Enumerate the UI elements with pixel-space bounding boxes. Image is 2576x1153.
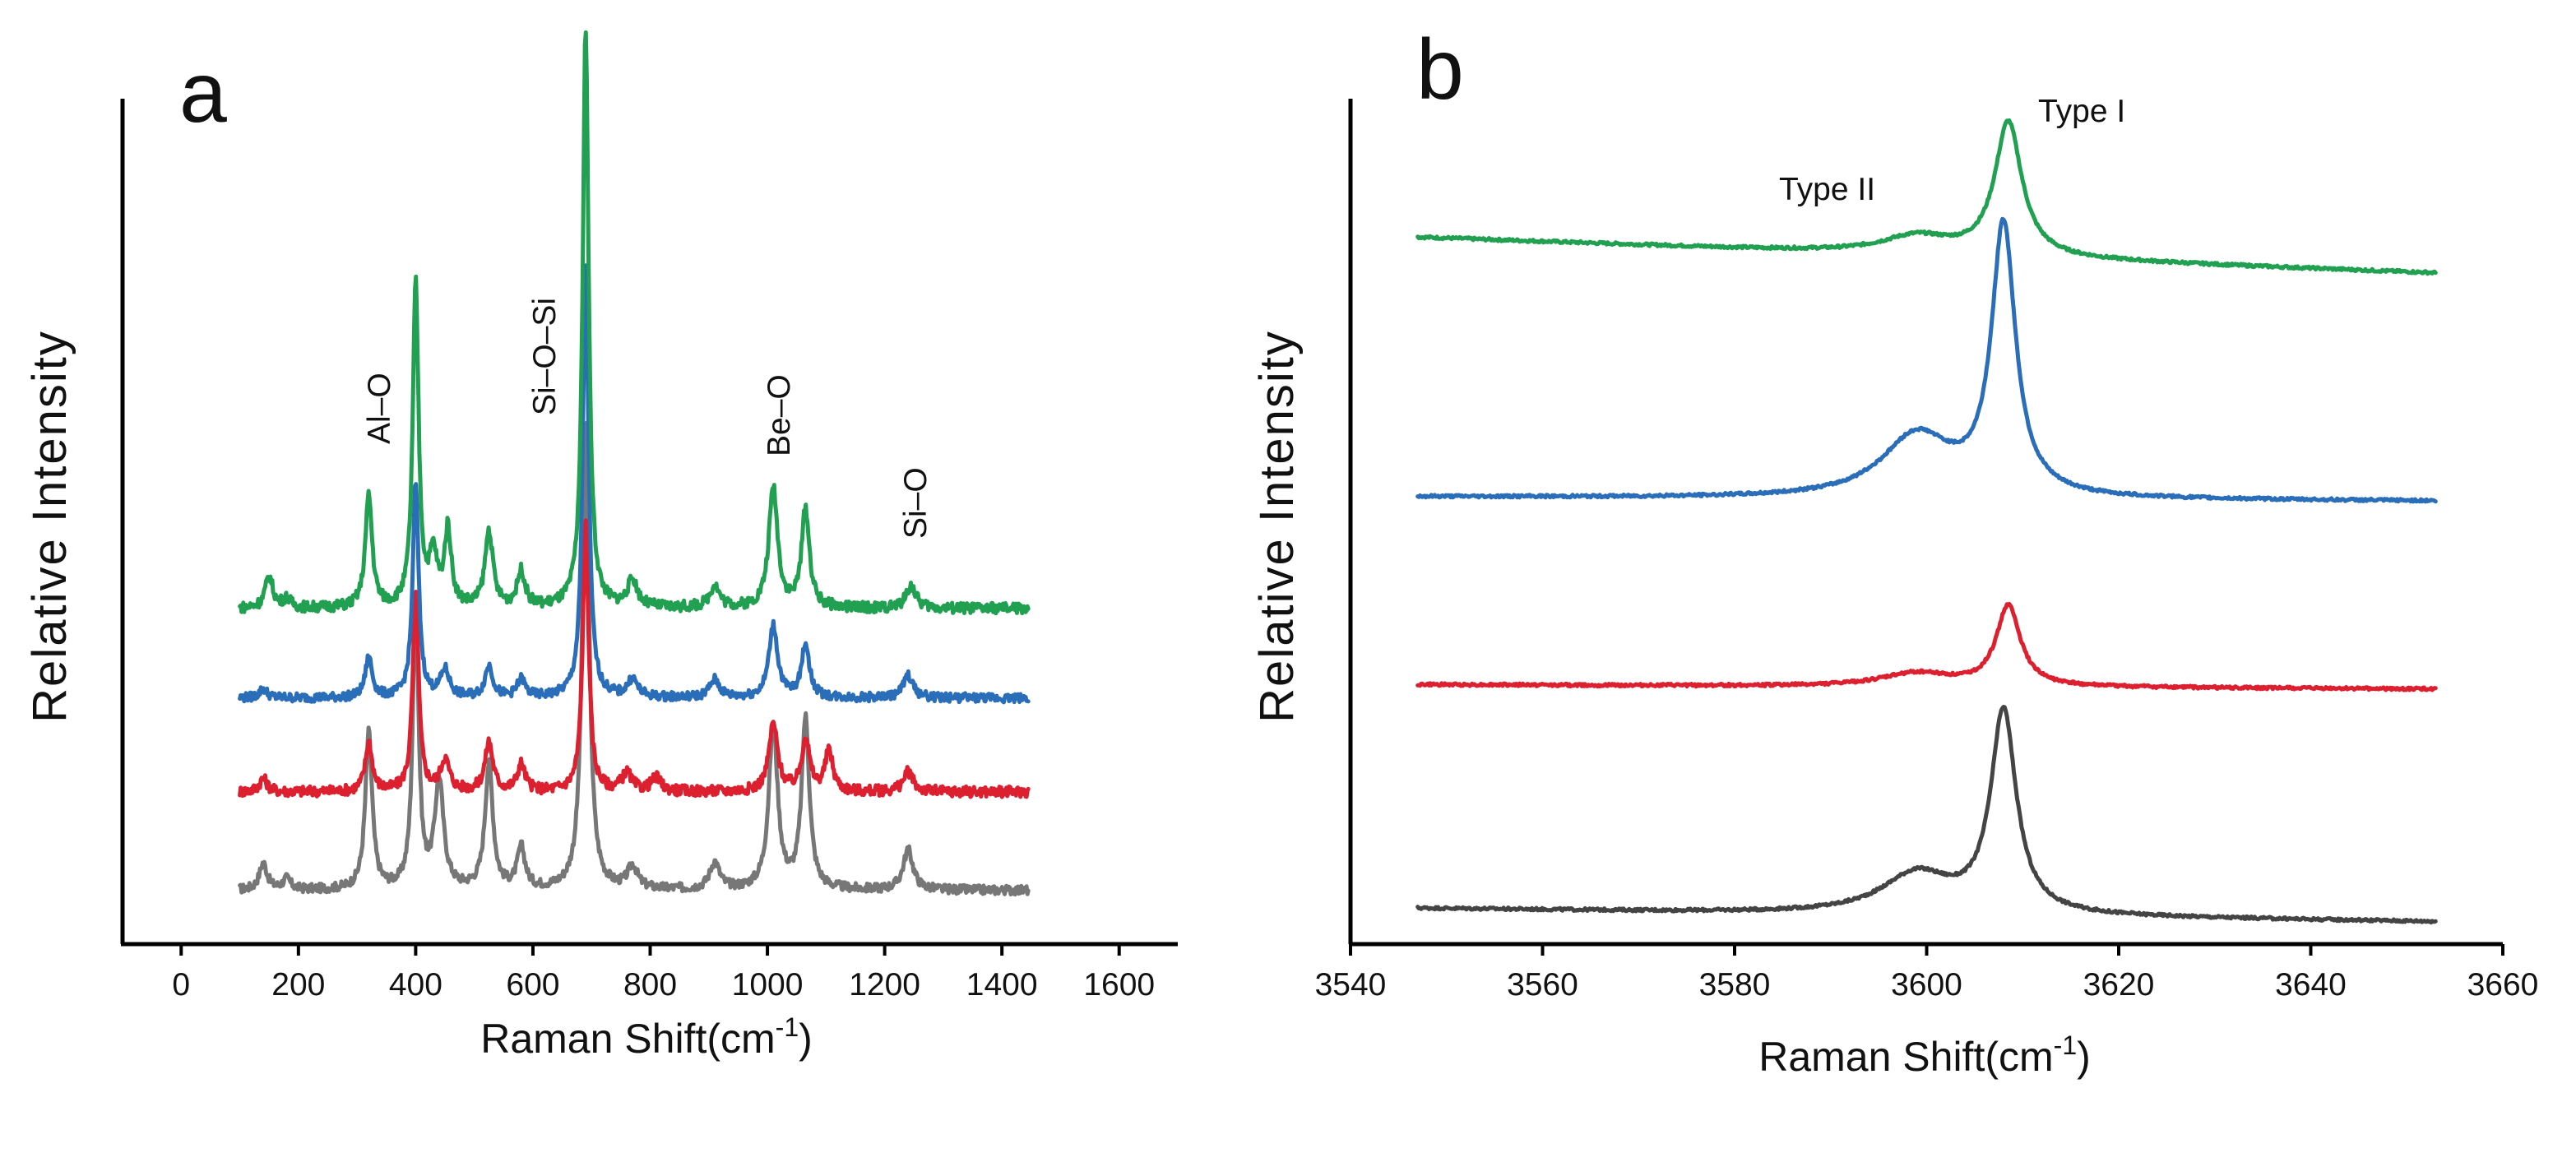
- panel-a-ticks: 0 200 400 600 800 1000 1200 1400 1600: [172, 944, 1155, 1003]
- panel-b-ylabel: Relative Intensity: [1250, 330, 1304, 723]
- panel-a: a 0 200 400 600 800 1000 1200 1400 1600 Relative…: [23, 30, 1178, 1062]
- x-tick-label-3540: 3540: [1315, 967, 1387, 1003]
- annotation-type-i: Type I: [2038, 94, 2125, 129]
- x-tick-label-3660: 3660: [2467, 967, 2539, 1003]
- panel-b-traces: [1415, 118, 2438, 925]
- panel-a-series-grey: [238, 421, 1031, 897]
- x-tick-label-1200: 1200: [849, 967, 920, 1003]
- panel-a-series-red: [238, 518, 1031, 799]
- x-tick-label-3600: 3600: [1891, 967, 1962, 1003]
- annotation-si-o: Si–O: [898, 467, 934, 539]
- x-tick-label-3640: 3640: [2275, 967, 2347, 1003]
- panel-b: b 3540 3560 3580 3600 3620 3640 3660 Relative …: [1250, 22, 2538, 1080]
- panel-a-xlabel: Raman Shift(cm-1): [480, 1012, 813, 1062]
- panel-a-letter: a: [179, 45, 227, 141]
- panel-b-series-green: [1415, 118, 2438, 276]
- annotation-al-o: Al–O: [362, 373, 397, 444]
- x-tick-label-3560: 3560: [1507, 967, 1578, 1003]
- annotation-type-ii: Type II: [1779, 172, 1875, 207]
- x-tick-label-1600: 1600: [1083, 967, 1155, 1003]
- panel-b-letter: b: [1416, 22, 1464, 118]
- x-tick-label-3580: 3580: [1699, 967, 1771, 1003]
- x-tick-label-600: 600: [506, 967, 559, 1003]
- panel-b-series-blue: [1415, 216, 2438, 504]
- annotation-be-o: Be–O: [762, 374, 797, 456]
- panel-a-traces: [238, 30, 1031, 897]
- panel-b-xlabel: Raman Shift(cm-1): [1758, 1030, 2091, 1080]
- x-tick-label-200: 200: [271, 967, 325, 1003]
- panel-a-series-green: [238, 30, 1031, 616]
- x-tick-label-3620: 3620: [2083, 967, 2155, 1003]
- panel-b-series-red: [1415, 601, 2438, 692]
- x-tick-label-1400: 1400: [966, 967, 1038, 1003]
- panel-b-series-grey: [1415, 705, 2438, 925]
- x-tick-label-1000: 1000: [732, 967, 804, 1003]
- panel-b-ticks: 3540 3560 3580 3600 3620 3640 3660: [1315, 944, 2539, 1003]
- panel-a-series-blue: [238, 263, 1031, 705]
- x-tick-label-400: 400: [389, 967, 442, 1003]
- x-tick-label-0: 0: [172, 967, 190, 1003]
- panel-a-ylabel: Relative Intensity: [23, 330, 76, 723]
- x-tick-label-800: 800: [623, 967, 677, 1003]
- annotation-si-o-si: Si–O–Si: [527, 298, 563, 415]
